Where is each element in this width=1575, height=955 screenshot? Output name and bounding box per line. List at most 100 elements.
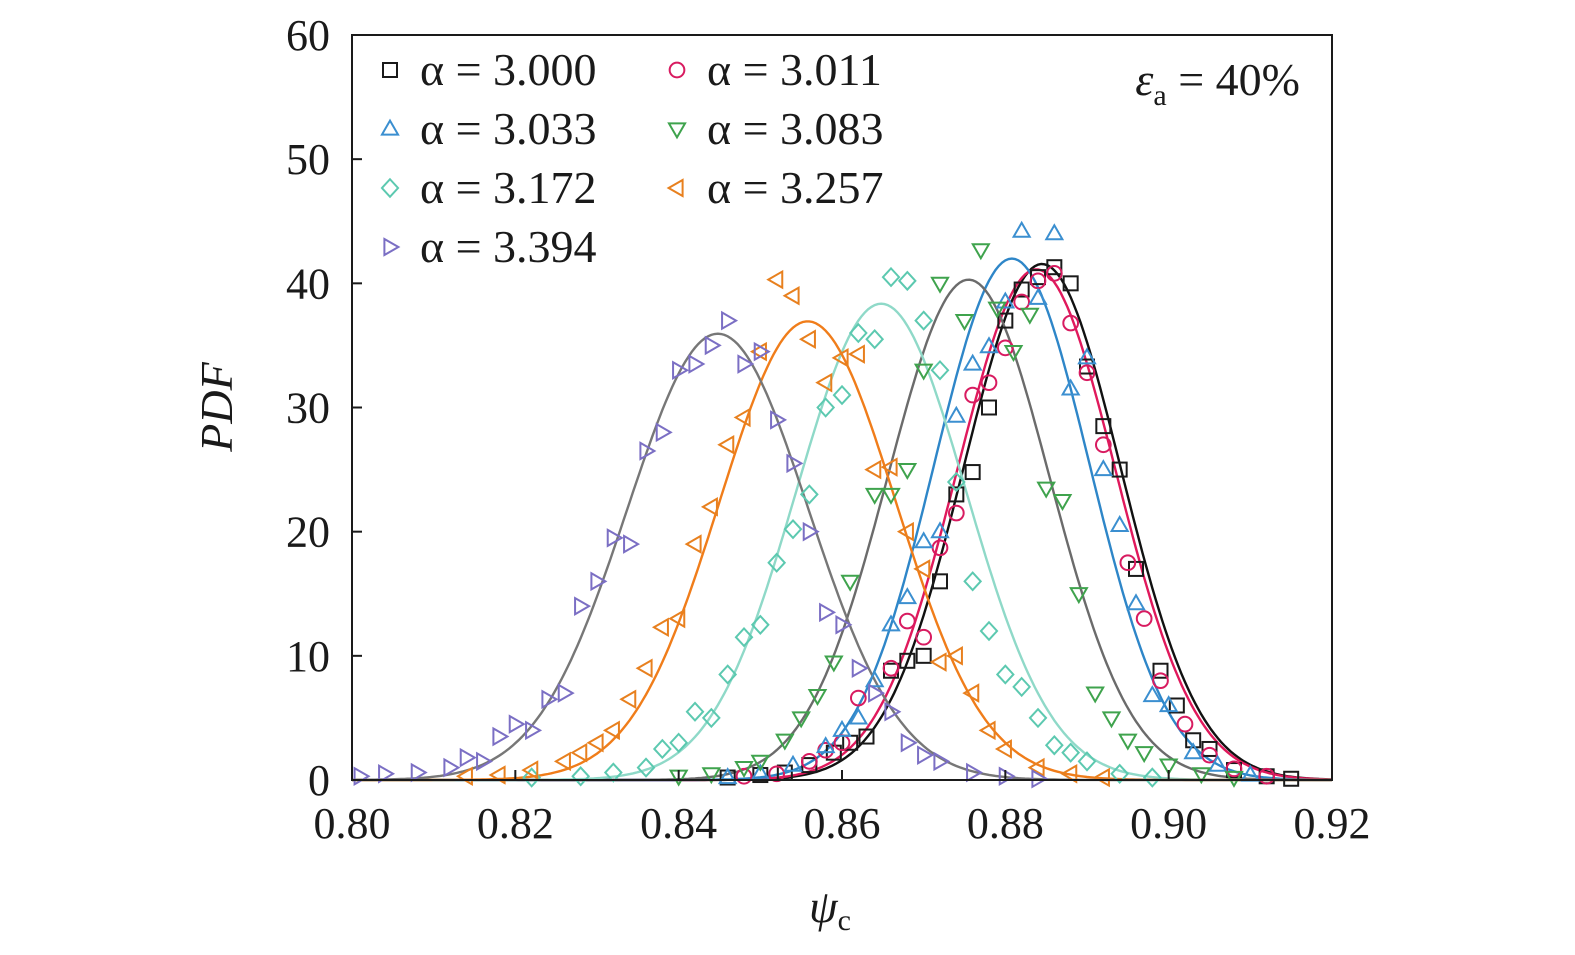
data-point-triangle-up — [897, 587, 918, 605]
data-point-diamond — [832, 384, 852, 406]
data-point-triangle-left — [1092, 767, 1110, 788]
data-point-triangle-down — [971, 243, 991, 261]
data-point-triangle-up — [881, 614, 901, 632]
data-point-square — [1201, 740, 1218, 757]
data-point-triangle-up — [1077, 347, 1097, 365]
data-point-triangle-left — [880, 457, 898, 477]
data-point-triangle-right — [737, 354, 755, 374]
data-point-square — [915, 647, 932, 664]
strain-annotation: εa = 40% — [1135, 54, 1300, 112]
data-point-triangle-up — [1011, 220, 1032, 238]
x-axis-subscript: c — [838, 904, 851, 937]
legend-entry-square: α = 3.000 — [382, 44, 597, 95]
data-point-triangle-right — [410, 762, 428, 783]
data-point-triangle-right — [459, 747, 477, 768]
data-point-triangle-down — [1158, 758, 1179, 776]
data-point-square — [858, 728, 875, 745]
data-point-triangle-down — [1191, 767, 1212, 785]
data-point-triangle-up — [1028, 287, 1048, 305]
data-point-triangle-left — [700, 497, 718, 517]
data-point-triangle-down — [1020, 307, 1040, 325]
data-point-triangle-left — [978, 720, 996, 741]
x-tick-label: 0.84 — [640, 799, 717, 848]
y-tick-label: 30 — [286, 384, 330, 433]
data-point-triangle-up — [1183, 742, 1203, 760]
data-point-square — [1062, 275, 1079, 292]
data-point-triangle-right — [606, 528, 624, 548]
data-point-diamond — [685, 701, 705, 722]
data-point-diamond — [963, 571, 983, 592]
legend-marker-triangle-down — [667, 122, 687, 140]
data-point-triangle-down — [1085, 686, 1105, 704]
x-tick-label: 0.90 — [1130, 799, 1207, 848]
legend-label: α = 3.172 — [420, 162, 597, 213]
data-point-triangle-down — [1118, 733, 1138, 751]
data-point-triangle-down — [824, 655, 844, 673]
data-point-triangle-up — [962, 353, 983, 371]
y-tick-label: 0 — [308, 756, 330, 805]
data-point-triangle-right — [835, 615, 853, 635]
data-point-circle — [1152, 672, 1169, 690]
data-point-triangle-right — [541, 689, 559, 710]
data-point-diamond — [669, 732, 689, 753]
data-point-diamond — [652, 738, 672, 760]
data-point-square — [1185, 732, 1202, 749]
data-point-diamond — [734, 626, 754, 648]
data-point-triangle-down — [750, 754, 771, 772]
y-tick-label: 20 — [286, 508, 330, 557]
data-point-triangle-right — [655, 422, 673, 443]
data-point-triangle-left — [717, 434, 735, 455]
data-point-triangle-up — [815, 736, 836, 754]
data-point-diamond — [767, 552, 787, 573]
data-point-triangle-right — [721, 310, 739, 331]
x-tick-label: 0.88 — [967, 799, 1044, 848]
data-point-triangle-up — [864, 670, 885, 688]
data-point-triangle-up — [930, 521, 950, 539]
data-point-triangle-right — [917, 745, 935, 765]
data-point-triangle-up — [1060, 378, 1081, 396]
data-point-diamond — [1061, 742, 1081, 763]
data-point-diamond — [1044, 735, 1064, 756]
data-point-triangle-down — [701, 767, 722, 785]
data-point-triangle-right — [786, 453, 804, 474]
data-point-triangle-right — [819, 602, 837, 623]
data-point-triangle-down — [987, 301, 1007, 319]
data-point-triangle-left — [782, 285, 800, 306]
data-point-triangle-right — [884, 701, 902, 722]
annotation-value: = 40% — [1167, 54, 1300, 105]
tick-labels: 0.80 0.82 0.84 0.86 0.88 0.90 0.92 0 10 20 30 40 50 6… — [286, 11, 1371, 848]
legend-marker-circle — [668, 61, 686, 79]
data-point-circle — [1062, 314, 1080, 332]
data-point-circle — [1094, 436, 1112, 454]
data-point-triangle-right — [672, 360, 690, 381]
data-point-triangle-left — [684, 534, 702, 554]
legend-label: α = 3.257 — [707, 162, 884, 213]
data-point-triangle-down — [1003, 345, 1024, 363]
data-point-triangle-right — [557, 683, 575, 703]
legend-entry-triangle-left: α = 3.257 — [666, 162, 884, 213]
data-point-triangle-left — [864, 459, 882, 480]
data-point-circle — [1225, 760, 1243, 778]
data-point-triangle-left — [586, 732, 604, 753]
data-point-circle — [800, 753, 818, 770]
data-point-triangle-up — [1093, 459, 1114, 477]
legend-marker-square — [382, 62, 398, 78]
data-point-diamond — [881, 266, 901, 288]
data-point-diamond — [1028, 707, 1048, 729]
y-tick-label: 50 — [286, 135, 330, 184]
data-point-triangle-left — [962, 683, 980, 703]
data-point-triangle-down — [897, 462, 918, 480]
data-point-triangle-left — [635, 658, 653, 679]
y-tick-label: 10 — [286, 632, 330, 681]
data-point-diamond — [914, 310, 934, 331]
data-point-triangle-left — [896, 521, 914, 542]
data-point-triangle-up — [1044, 223, 1065, 241]
data-point-triangle-down — [1036, 481, 1056, 499]
data-point-circle — [1201, 746, 1218, 764]
legend: α = 3.000 α = 3.011 α = 3.033 α = 3.083 α = … — [380, 44, 884, 272]
x-tick-label: 0.86 — [804, 799, 881, 848]
data-point-triangle-left — [570, 742, 588, 763]
data-point-triangle-up — [1158, 695, 1179, 713]
data-point-triangle-right — [476, 751, 494, 772]
